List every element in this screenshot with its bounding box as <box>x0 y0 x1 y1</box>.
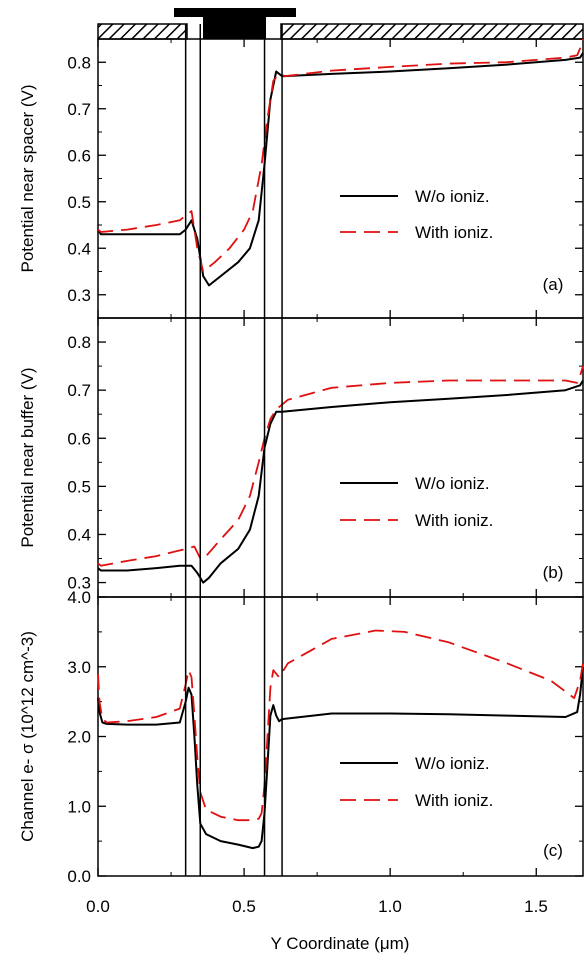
series-line-without-ioniz <box>97 379 584 584</box>
x-tick-label: 0.5 <box>232 897 256 916</box>
legend-label: W/o ioniz. <box>415 187 490 206</box>
y-tick-label: 0.3 <box>67 574 91 593</box>
series-line-with-ioniz <box>97 629 584 822</box>
y-tick-label: 0.7 <box>67 100 91 119</box>
series-line-without-ioniz <box>97 666 584 850</box>
legend: W/o ioniz. With ioniz. <box>340 474 493 530</box>
y-axis-title: Potential near spacer (V) <box>18 84 37 272</box>
legend: W/o ioniz. With ioniz. <box>340 754 493 810</box>
panel-tag: (a) <box>543 275 564 294</box>
gate-stem <box>203 17 266 39</box>
plot-frame <box>97 38 584 319</box>
legend-label: With ioniz. <box>415 791 493 810</box>
y-tick-label: 0.5 <box>67 193 91 212</box>
legend-label: With ioniz. <box>415 511 493 530</box>
x-tick-label: 0.0 <box>86 897 110 916</box>
passivation-right <box>280 23 584 40</box>
legend: W/o ioniz. With ioniz. <box>340 187 493 242</box>
series-line-with-ioniz <box>97 38 584 273</box>
series-line-with-ioniz <box>97 365 584 567</box>
y-tick-label: 3.0 <box>67 658 91 677</box>
y-tick-label: 4.0 <box>67 588 91 607</box>
plot-frame <box>97 596 584 877</box>
gate-head <box>174 8 296 17</box>
plot-frame <box>97 317 584 598</box>
device-schematic <box>97 8 584 40</box>
x-axis-title: Y Coordinate (μm) <box>271 934 410 953</box>
y-axis-title: Potential near buffer (V) <box>18 367 37 547</box>
y-tick-label: 0.5 <box>67 477 91 496</box>
panel-tag: (b) <box>543 563 564 582</box>
x-tick-label: 1.5 <box>524 897 548 916</box>
y-tick-label: 0.8 <box>67 333 91 352</box>
legend-label: W/o ioniz. <box>415 754 490 773</box>
y-tick-label: 0.3 <box>67 286 91 305</box>
y-tick-label: 0.7 <box>67 381 91 400</box>
series-line-without-ioniz <box>97 52 584 287</box>
y-tick-label: 0.0 <box>67 867 91 886</box>
y-tick-label: 2.0 <box>67 728 91 747</box>
y-tick-label: 0.6 <box>67 146 91 165</box>
x-axis-ticks: 0.0 0.5 1.0 1.5 <box>86 897 548 916</box>
y-tick-label: 1.0 <box>67 797 91 816</box>
panel-tag: (c) <box>543 841 563 860</box>
panel-b: 0.3 0.4 0.5 0.6 0.7 0.8 W/o ioniz. With ioniz. (… <box>18 317 584 598</box>
legend-label: With ioniz. <box>415 223 493 242</box>
x-tick-label: 1.0 <box>378 897 402 916</box>
y-tick-label: 0.4 <box>67 525 91 544</box>
panel-a: 0.3 0.4 0.5 0.6 0.7 0.8 W/o ioniz. With ioniz. (… <box>18 38 584 319</box>
legend-label: W/o ioniz. <box>415 474 490 493</box>
region-boundaries <box>184 24 283 876</box>
y-axis-title: Channel e- σ (10^12 cm^-3) <box>18 631 37 842</box>
panel-c: 0.0 1.0 2.0 3.0 4.0 W/o ioniz. With ioniz. (c) C… <box>18 588 584 886</box>
y-tick-label: 0.6 <box>67 429 91 448</box>
passivation-left <box>97 23 188 40</box>
y-tick-label: 0.8 <box>67 53 91 72</box>
y-tick-label: 0.4 <box>67 239 91 258</box>
